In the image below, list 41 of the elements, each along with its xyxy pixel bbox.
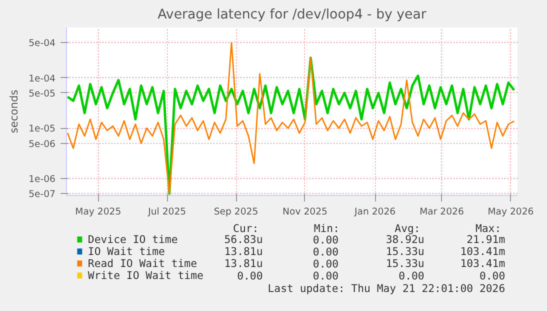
text: 0.00 (398, 270, 424, 282)
text: 103.41m (460, 245, 506, 258)
x-tick-label: May 2025 (75, 206, 122, 218)
text: 38.92u (386, 233, 424, 246)
text: 13.81u (224, 245, 263, 258)
x-tick-label: Mar 2026 (420, 206, 464, 218)
y-tick-label: 1e-04 (28, 73, 56, 84)
text: 15.33u (386, 257, 424, 270)
text: Avg: (394, 222, 420, 235)
text: 15.33u (386, 245, 424, 258)
legend-label: Device IO time (88, 233, 178, 246)
text: Max: (475, 222, 502, 235)
text: Last update: Thu May 21 22:01:00 2026 (268, 282, 506, 295)
legend-label: Read IO Wait time (88, 257, 198, 270)
text: Cur: (233, 222, 259, 235)
y-tick-label: 1e-06 (28, 174, 56, 186)
x-tick-label: Nov 2025 (282, 206, 328, 218)
x-tick-label: Jan 2026 (354, 206, 396, 218)
text: 0.00 (237, 270, 263, 282)
y-tick-label: 1e-05 (28, 124, 56, 135)
legend-label: Write IO Wait time (88, 269, 204, 282)
text: 0.00 (479, 270, 506, 282)
legend-label: IO Wait time (88, 245, 165, 258)
text: 0.00 (312, 258, 339, 270)
x-tick-label: Sep 2025 (214, 206, 258, 218)
text: 56.83u (224, 233, 263, 246)
text: 103.41m (460, 257, 506, 270)
text: Min: (314, 222, 340, 235)
text: 0.00 (312, 234, 339, 246)
y-tick-label: 5e-04 (28, 38, 56, 50)
x-tick-label: May 2026 (488, 206, 534, 218)
y-tick-label: 5e-05 (28, 88, 56, 100)
y-tick-label: 5e-06 (28, 138, 56, 150)
y-axis-title: seconds (8, 89, 21, 134)
text: 0.00 (312, 246, 339, 258)
chart-title: Average latency for /dev/loop4 - by year (158, 8, 427, 22)
text: 21.91m (466, 233, 506, 246)
y-tick-label: 5e-07 (28, 189, 56, 200)
x-tick-label: Jul 2025 (147, 206, 186, 218)
text: 0.00 (312, 270, 339, 282)
text: 13.81u (224, 257, 263, 270)
